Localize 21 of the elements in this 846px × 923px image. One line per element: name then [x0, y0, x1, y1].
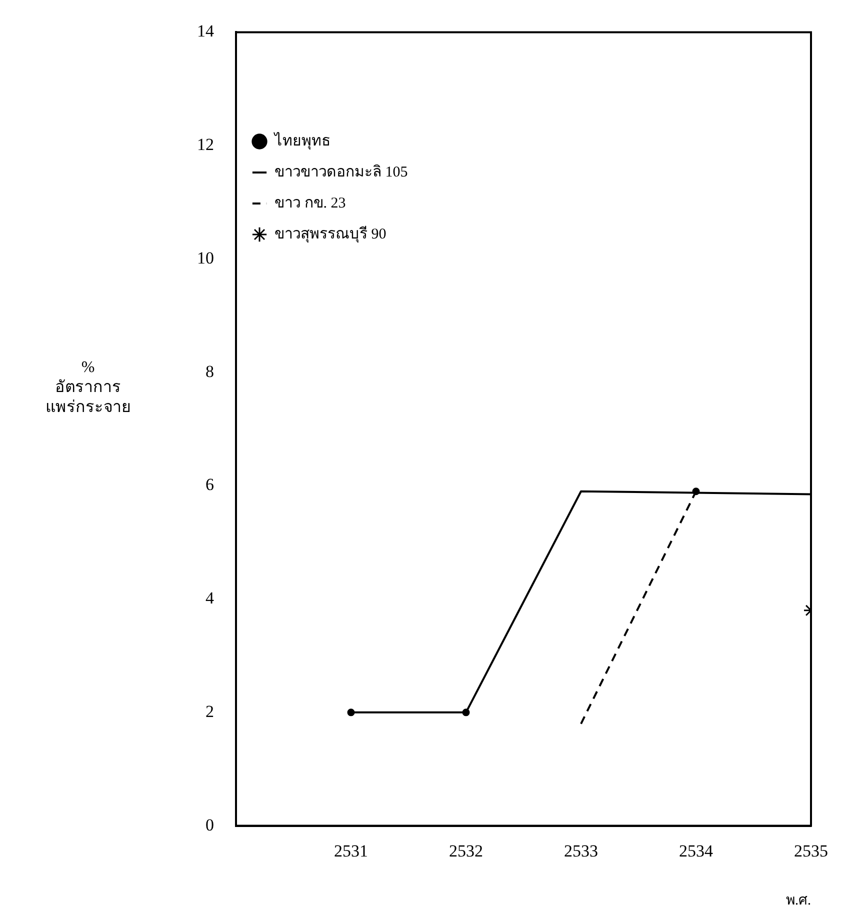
- legend-label: ไทยพุทธ: [274, 131, 330, 150]
- y-tick-label: 8: [206, 362, 214, 381]
- x-tick-label: 2531: [334, 841, 368, 860]
- x-tick-label: 2534: [679, 841, 714, 860]
- y-tick-label: 12: [197, 135, 214, 154]
- y-axis-title: % อัตราการ แพร่กระจาย: [46, 359, 130, 416]
- legend-label: ขาวขาวดอกมะลิ 105: [274, 163, 408, 180]
- y-tick-label: 2: [206, 702, 214, 721]
- point: [347, 708, 355, 716]
- x-tick-label: 2533: [564, 841, 598, 860]
- x-tick-label: 2535: [794, 841, 828, 860]
- legend-label: ขาวสุพรรณบุรี 90: [274, 225, 386, 244]
- y-tick-label: 14: [197, 22, 214, 41]
- y-tick-label: 0: [206, 815, 214, 834]
- x-axis-title: พ.ศ.: [786, 893, 811, 908]
- y-tick-label: 6: [206, 475, 214, 494]
- legend-label: ขาว กข. 23: [274, 195, 346, 212]
- y-tick-label: 4: [206, 588, 214, 608]
- x-tick-label: 2532: [449, 841, 483, 860]
- y-tick-label: 10: [197, 248, 214, 268]
- point: [462, 708, 470, 716]
